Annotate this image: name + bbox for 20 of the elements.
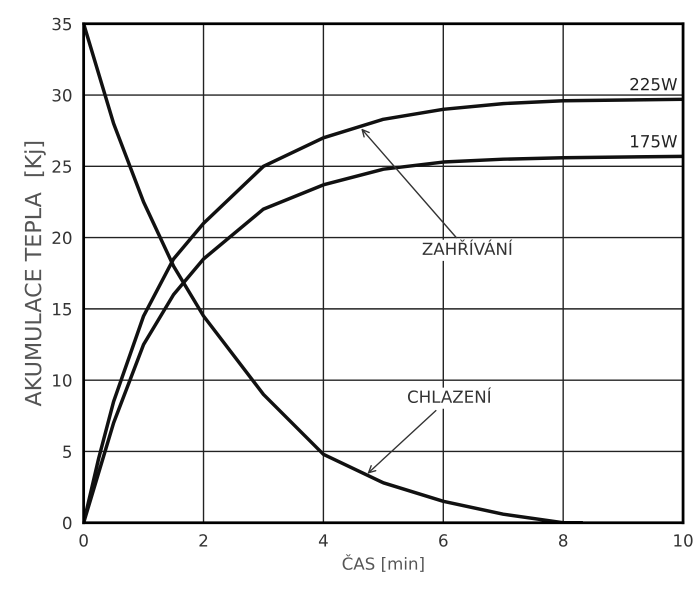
y-tick-label: 10: [53, 374, 72, 387]
x-tick-label: 0: [79, 534, 88, 547]
series-label: 175W: [631, 135, 677, 148]
y-tick-label: 25: [52, 160, 72, 173]
y-tick-label: 0: [63, 516, 72, 530]
y-tick-label: 5: [63, 446, 72, 458]
y-tick-label: 15: [53, 303, 72, 316]
y-axis-title: AKUMULACE TEPLA [Kj]: [24, 142, 46, 406]
x-tick-label: 2: [199, 534, 208, 546]
annotation: ZAHŘÍVÁNÍ: [422, 239, 512, 255]
y-tick-label: 35: [52, 18, 72, 30]
x-tick-label: 6: [439, 534, 448, 547]
x-tick-label: 8: [559, 534, 568, 547]
x-tick-label: 4: [318, 534, 328, 546]
x-tick-label: 10: [674, 534, 693, 547]
series-label: 225W: [630, 78, 677, 91]
y-tick-label: 30: [52, 89, 72, 102]
annotation: CHLAZENÍ: [408, 387, 492, 403]
x-axis-title: ČAS [min]: [342, 554, 424, 572]
y-tick-label: 20: [52, 232, 72, 244]
